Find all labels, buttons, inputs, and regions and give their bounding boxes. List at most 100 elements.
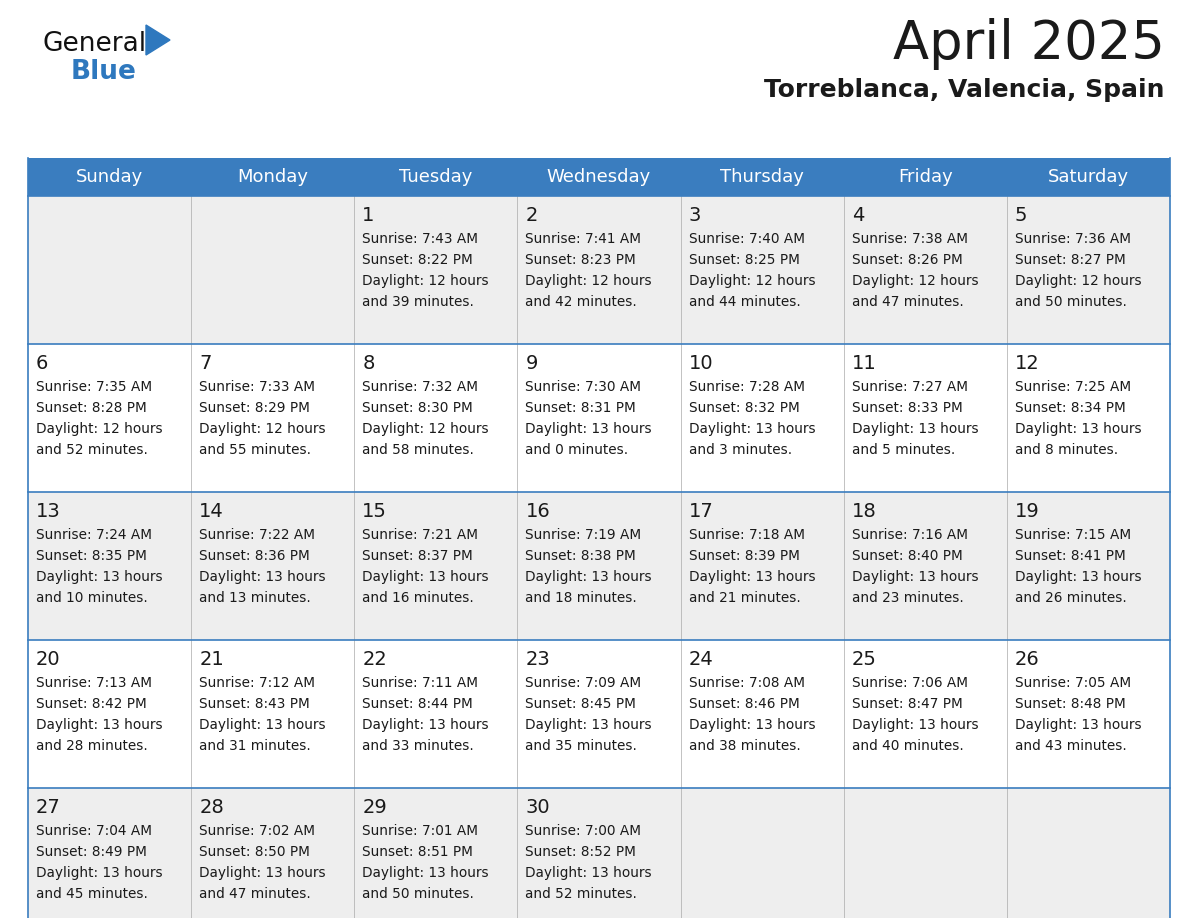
Text: 11: 11 <box>852 354 877 373</box>
Text: Sunset: 8:23 PM: Sunset: 8:23 PM <box>525 253 637 267</box>
Text: Sunset: 8:26 PM: Sunset: 8:26 PM <box>852 253 962 267</box>
Text: Sunset: 8:52 PM: Sunset: 8:52 PM <box>525 845 637 859</box>
Text: Daylight: 13 hours: Daylight: 13 hours <box>1015 570 1142 584</box>
Text: Sunset: 8:45 PM: Sunset: 8:45 PM <box>525 697 637 711</box>
Bar <box>354 158 518 196</box>
Text: Daylight: 13 hours: Daylight: 13 hours <box>1015 422 1142 436</box>
Text: and 42 minutes.: and 42 minutes. <box>525 295 637 309</box>
Text: and 50 minutes.: and 50 minutes. <box>1015 295 1126 309</box>
Text: 16: 16 <box>525 502 550 521</box>
Text: 8: 8 <box>362 354 374 373</box>
Text: Daylight: 12 hours: Daylight: 12 hours <box>36 422 163 436</box>
Text: 1: 1 <box>362 206 374 225</box>
Text: Daylight: 13 hours: Daylight: 13 hours <box>36 718 163 732</box>
Text: and 35 minutes.: and 35 minutes. <box>525 739 637 753</box>
Text: Daylight: 13 hours: Daylight: 13 hours <box>200 866 326 880</box>
Text: Sunset: 8:42 PM: Sunset: 8:42 PM <box>36 697 147 711</box>
Text: Sunset: 8:38 PM: Sunset: 8:38 PM <box>525 549 637 563</box>
Text: Daylight: 13 hours: Daylight: 13 hours <box>852 422 979 436</box>
Bar <box>191 158 354 196</box>
Text: 13: 13 <box>36 502 61 521</box>
Text: Sunset: 8:28 PM: Sunset: 8:28 PM <box>36 401 147 415</box>
Text: 10: 10 <box>689 354 713 373</box>
Text: Sunset: 8:35 PM: Sunset: 8:35 PM <box>36 549 147 563</box>
Text: Sunset: 8:27 PM: Sunset: 8:27 PM <box>1015 253 1125 267</box>
Text: Sunrise: 7:05 AM: Sunrise: 7:05 AM <box>1015 676 1131 690</box>
Text: Sunset: 8:36 PM: Sunset: 8:36 PM <box>200 549 310 563</box>
Text: Torreblanca, Valencia, Spain: Torreblanca, Valencia, Spain <box>765 78 1165 102</box>
Text: Daylight: 13 hours: Daylight: 13 hours <box>689 422 815 436</box>
Text: Daylight: 12 hours: Daylight: 12 hours <box>362 274 489 288</box>
Bar <box>29 344 1170 492</box>
Text: 2: 2 <box>525 206 538 225</box>
Text: Sunset: 8:46 PM: Sunset: 8:46 PM <box>689 697 800 711</box>
Text: Daylight: 13 hours: Daylight: 13 hours <box>36 866 163 880</box>
Text: Tuesday: Tuesday <box>399 168 473 186</box>
Text: Daylight: 13 hours: Daylight: 13 hours <box>689 570 815 584</box>
Text: Sunrise: 7:01 AM: Sunrise: 7:01 AM <box>362 824 479 838</box>
Text: 12: 12 <box>1015 354 1040 373</box>
Text: 6: 6 <box>36 354 49 373</box>
Text: and 18 minutes.: and 18 minutes. <box>525 591 637 605</box>
Text: Sunset: 8:48 PM: Sunset: 8:48 PM <box>1015 697 1125 711</box>
Text: and 21 minutes.: and 21 minutes. <box>689 591 801 605</box>
Bar <box>518 158 681 196</box>
Text: Sunset: 8:32 PM: Sunset: 8:32 PM <box>689 401 800 415</box>
Text: and 8 minutes.: and 8 minutes. <box>1015 443 1118 457</box>
Text: Thursday: Thursday <box>720 168 804 186</box>
Text: Sunset: 8:44 PM: Sunset: 8:44 PM <box>362 697 473 711</box>
Text: and 40 minutes.: and 40 minutes. <box>852 739 963 753</box>
Text: Daylight: 13 hours: Daylight: 13 hours <box>852 718 979 732</box>
Text: and 50 minutes.: and 50 minutes. <box>362 887 474 901</box>
Text: 21: 21 <box>200 650 223 669</box>
Text: and 31 minutes.: and 31 minutes. <box>200 739 311 753</box>
Text: Sunrise: 7:22 AM: Sunrise: 7:22 AM <box>200 528 315 542</box>
Bar <box>29 196 1170 344</box>
Text: and 0 minutes.: and 0 minutes. <box>525 443 628 457</box>
Text: Sunset: 8:22 PM: Sunset: 8:22 PM <box>362 253 473 267</box>
Text: Daylight: 12 hours: Daylight: 12 hours <box>362 422 489 436</box>
Text: 15: 15 <box>362 502 387 521</box>
Text: Saturday: Saturday <box>1048 168 1129 186</box>
Text: Sunrise: 7:16 AM: Sunrise: 7:16 AM <box>852 528 968 542</box>
Text: 28: 28 <box>200 798 223 817</box>
Text: Daylight: 13 hours: Daylight: 13 hours <box>689 718 815 732</box>
Text: and 47 minutes.: and 47 minutes. <box>852 295 963 309</box>
Text: Sunrise: 7:04 AM: Sunrise: 7:04 AM <box>36 824 152 838</box>
Text: Sunrise: 7:13 AM: Sunrise: 7:13 AM <box>36 676 152 690</box>
Text: Sunset: 8:33 PM: Sunset: 8:33 PM <box>852 401 962 415</box>
Text: Sunset: 8:51 PM: Sunset: 8:51 PM <box>362 845 473 859</box>
Text: and 43 minutes.: and 43 minutes. <box>1015 739 1126 753</box>
Text: Sunrise: 7:18 AM: Sunrise: 7:18 AM <box>689 528 804 542</box>
Text: Daylight: 13 hours: Daylight: 13 hours <box>362 718 489 732</box>
Text: Sunrise: 7:24 AM: Sunrise: 7:24 AM <box>36 528 152 542</box>
Text: and 52 minutes.: and 52 minutes. <box>525 887 637 901</box>
Text: Friday: Friday <box>898 168 953 186</box>
Text: Sunset: 8:43 PM: Sunset: 8:43 PM <box>200 697 310 711</box>
Text: 9: 9 <box>525 354 538 373</box>
Text: Sunrise: 7:15 AM: Sunrise: 7:15 AM <box>1015 528 1131 542</box>
Text: Sunrise: 7:00 AM: Sunrise: 7:00 AM <box>525 824 642 838</box>
Text: and 44 minutes.: and 44 minutes. <box>689 295 801 309</box>
Text: Sunrise: 7:27 AM: Sunrise: 7:27 AM <box>852 380 968 394</box>
Text: Sunset: 8:41 PM: Sunset: 8:41 PM <box>1015 549 1125 563</box>
Text: April 2025: April 2025 <box>893 18 1165 70</box>
Text: Sunrise: 7:38 AM: Sunrise: 7:38 AM <box>852 232 968 246</box>
Text: Sunset: 8:25 PM: Sunset: 8:25 PM <box>689 253 800 267</box>
Text: and 13 minutes.: and 13 minutes. <box>200 591 311 605</box>
Text: Sunrise: 7:02 AM: Sunrise: 7:02 AM <box>200 824 315 838</box>
Text: Sunrise: 7:28 AM: Sunrise: 7:28 AM <box>689 380 804 394</box>
Text: Daylight: 12 hours: Daylight: 12 hours <box>1015 274 1142 288</box>
Text: Sunrise: 7:06 AM: Sunrise: 7:06 AM <box>852 676 968 690</box>
Text: Sunrise: 7:08 AM: Sunrise: 7:08 AM <box>689 676 804 690</box>
Text: 30: 30 <box>525 798 550 817</box>
Text: Sunset: 8:47 PM: Sunset: 8:47 PM <box>852 697 962 711</box>
Text: and 39 minutes.: and 39 minutes. <box>362 295 474 309</box>
Text: Monday: Monday <box>238 168 308 186</box>
Text: Sunset: 8:39 PM: Sunset: 8:39 PM <box>689 549 800 563</box>
Text: 3: 3 <box>689 206 701 225</box>
Text: 7: 7 <box>200 354 211 373</box>
Text: Daylight: 13 hours: Daylight: 13 hours <box>200 718 326 732</box>
Text: Sunrise: 7:32 AM: Sunrise: 7:32 AM <box>362 380 479 394</box>
Text: Sunrise: 7:12 AM: Sunrise: 7:12 AM <box>200 676 315 690</box>
